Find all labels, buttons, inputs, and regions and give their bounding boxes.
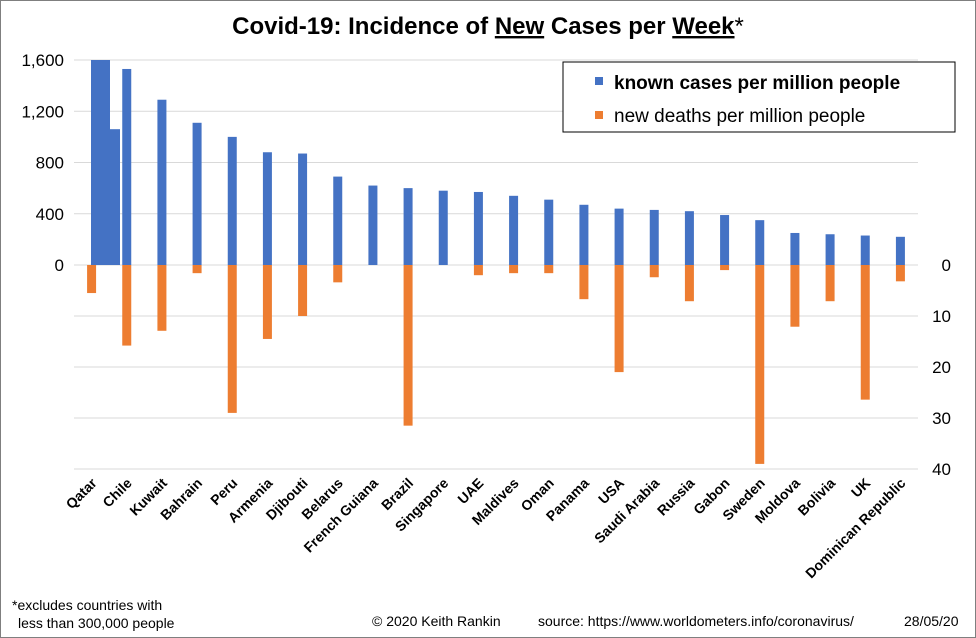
deaths-bar-6 xyxy=(298,265,308,316)
cases-bar-17 xyxy=(684,211,694,265)
deaths-bar-14 xyxy=(579,265,589,300)
legend-cases-label: known cases per million people xyxy=(614,73,900,94)
left-axis: 1,600 1,200 800 400 0 xyxy=(21,51,64,275)
bars-group xyxy=(87,60,905,464)
copyright-text: © 2020 Keith Rankin xyxy=(372,613,501,629)
deaths-bar-23 xyxy=(895,265,905,282)
category-label-21: Bolivia xyxy=(794,475,838,519)
legend: known cases per million people new death… xyxy=(562,61,956,133)
deaths-bar-1 xyxy=(122,265,132,346)
cases-bar-3 xyxy=(192,122,202,265)
deaths-bar-20 xyxy=(790,265,800,327)
category-label-16: Saudi Arabia xyxy=(591,475,663,547)
category-label-0: Qatar xyxy=(63,474,101,512)
cases-bar-20 xyxy=(790,232,800,265)
title-asterisk: * xyxy=(735,13,744,40)
left-tick-3: 400 xyxy=(36,205,64,224)
cases-bar-13 xyxy=(544,199,554,265)
deaths-bar-22 xyxy=(860,265,870,400)
cases-bar-12 xyxy=(509,195,519,265)
cases-bar-6 xyxy=(298,153,308,265)
deaths-bar-3 xyxy=(192,265,202,274)
cases-bar-21 xyxy=(825,234,835,265)
cases-bar-5 xyxy=(262,152,272,265)
title-part-3: Cases per xyxy=(544,13,672,40)
cases-bar-9 xyxy=(403,188,413,265)
deaths-bar-4 xyxy=(227,265,237,413)
footnote-line-2: less than 300,000 people xyxy=(18,615,175,631)
legend-box xyxy=(562,61,956,133)
category-label-17: Russia xyxy=(654,475,698,519)
cases-bar-4 xyxy=(227,136,237,265)
left-tick-4: 0 xyxy=(55,256,64,275)
legend-cases-swatch xyxy=(595,77,603,85)
cases-bar-8 xyxy=(368,185,378,265)
title-part-new: New xyxy=(495,13,545,40)
cases-bar-22 xyxy=(860,235,870,265)
deaths-bar-11 xyxy=(473,265,483,276)
cases-bar-1 xyxy=(122,68,132,265)
cases-bar-11 xyxy=(473,191,483,265)
left-tick-0: 1,600 xyxy=(21,51,64,70)
deaths-bar-0 xyxy=(87,265,97,294)
deaths-bar-2 xyxy=(157,265,167,331)
cases-bar-16 xyxy=(649,209,659,265)
deaths-bar-9 xyxy=(403,265,413,426)
cases-bar-2 xyxy=(157,99,167,265)
cases-bar-18 xyxy=(720,215,730,265)
cases-bar-extra-0 xyxy=(110,129,120,265)
title-part-week: Week xyxy=(672,13,735,40)
date-text: 28/05/20 xyxy=(904,613,959,629)
deaths-bar-7 xyxy=(333,265,343,283)
right-tick-2: 20 xyxy=(932,358,951,377)
right-tick-3: 30 xyxy=(932,409,951,428)
cases-bar-7 xyxy=(333,176,343,265)
left-tick-1: 1,200 xyxy=(21,102,64,121)
cases-bar-19 xyxy=(755,220,765,265)
gridlines xyxy=(74,59,918,470)
right-tick-0: 0 xyxy=(942,256,951,275)
title-part-1: Covid-19: Incidence of xyxy=(232,13,495,40)
chart-title: Covid-19: Incidence of New Cases per Wee… xyxy=(232,13,744,40)
deaths-bar-16 xyxy=(649,265,659,278)
left-tick-2: 800 xyxy=(36,154,64,173)
legend-deaths-label: new deaths per million people xyxy=(614,106,865,127)
deaths-bar-15 xyxy=(614,265,624,373)
cases-bar-0 xyxy=(91,60,110,265)
deaths-bar-17 xyxy=(684,265,694,302)
legend-deaths-swatch xyxy=(595,111,603,119)
right-tick-1: 10 xyxy=(932,307,951,326)
footnote-line-1: *excludes countries with xyxy=(12,597,162,613)
right-tick-4: 40 xyxy=(932,460,951,479)
deaths-bar-12 xyxy=(509,265,519,274)
deaths-bar-5 xyxy=(262,265,272,339)
deaths-bar-13 xyxy=(544,265,554,274)
category-label-22: UK xyxy=(848,475,874,501)
source-text: source: https://www.worldometers.info/co… xyxy=(538,613,854,629)
cases-bar-15 xyxy=(614,208,624,265)
cases-bar-14 xyxy=(579,204,589,265)
cases-bar-23 xyxy=(895,236,905,265)
right-axis: 0 10 20 30 40 xyxy=(932,256,951,479)
deaths-bar-19 xyxy=(755,265,765,464)
cases-bar-10 xyxy=(438,190,448,265)
deaths-bar-18 xyxy=(720,265,730,271)
deaths-bar-21 xyxy=(825,265,835,302)
